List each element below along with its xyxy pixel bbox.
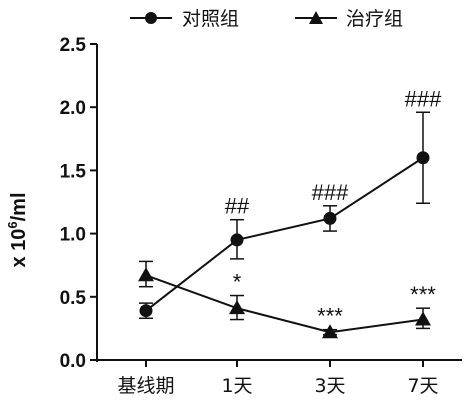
significance-label: ###: [312, 180, 349, 205]
y-tick-label: 1.0: [60, 225, 86, 246]
data-point: [322, 324, 338, 339]
significance-label: ***: [317, 304, 343, 329]
legend-treatment-marker: [309, 11, 323, 24]
x-tick-label: 1天: [221, 375, 252, 397]
significance-label: ###: [405, 86, 442, 111]
y-tick-label: 0.5: [60, 288, 87, 309]
legend-control-label: 对照组: [182, 8, 239, 30]
y-ticks: 0.0 0.5 1.0 1.5 2.0 2.5: [60, 35, 97, 372]
x-tick-label: 基线期: [117, 375, 174, 397]
significance-label: ##: [225, 194, 250, 219]
x-tick-label: 3天: [314, 375, 345, 397]
significance-label: ***: [410, 282, 436, 307]
data-point: [323, 211, 337, 225]
legend: 对照组 治疗组: [130, 8, 403, 30]
legend-treatment-label: 治疗组: [346, 8, 403, 30]
y-tick-label: 0.0: [60, 351, 86, 372]
data-point: [230, 233, 244, 247]
y-tick-label: 2.0: [60, 98, 86, 119]
data-point: [416, 151, 430, 165]
data-point: [139, 304, 153, 318]
data-point: [138, 267, 154, 282]
significance-label: *: [233, 270, 242, 295]
y-axis-label-suffix: /ml: [8, 192, 30, 221]
y-tick-label: 1.5: [60, 161, 87, 182]
data-point: [229, 300, 245, 315]
series-1: *******: [138, 260, 436, 339]
legend-control-marker: [145, 12, 157, 24]
series-layer: ########*******: [138, 86, 442, 339]
series-line: [145, 156, 424, 312]
y-axis-label: x 106/ml: [5, 192, 30, 267]
y-axis-label-prefix: x 10: [8, 229, 30, 268]
x-ticks: 基线期 1天 3天 7天: [117, 360, 439, 397]
series-0: ########: [139, 86, 442, 320]
x-tick-label: 7天: [407, 375, 438, 397]
y-tick-label: 2.5: [60, 35, 87, 56]
data-point: [415, 311, 431, 326]
series-line: [145, 274, 424, 334]
y-axis-label-sup: 6: [5, 221, 20, 228]
